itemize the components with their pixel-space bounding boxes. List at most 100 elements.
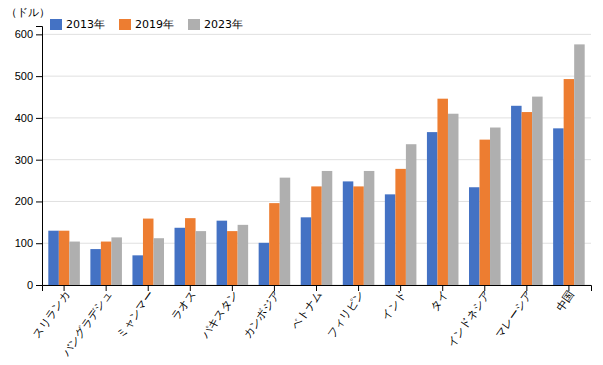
bar: [217, 221, 228, 285]
grid: [42, 34, 591, 285]
tick-label: 400: [15, 112, 33, 124]
grid-line: [42, 159, 591, 160]
bar: [343, 181, 354, 285]
tick: ラオス: [169, 285, 198, 322]
legend: 2013年 2019年 2023年: [50, 18, 243, 31]
tick-label: パキスタン: [198, 288, 240, 341]
tick: 400: [15, 112, 42, 124]
bar: [311, 186, 322, 285]
tick-label: ミャンマー: [114, 288, 155, 340]
tick: バングラデシュ: [59, 285, 114, 359]
tick-mark: [36, 76, 42, 77]
tick-label: ラオス: [169, 288, 198, 322]
tick-mark: [36, 201, 42, 202]
tick: マレーシア: [493, 285, 534, 340]
bars: [48, 44, 584, 285]
bar: [427, 132, 438, 285]
bar: [385, 194, 396, 285]
grid-line: [42, 34, 591, 35]
bar: [322, 171, 333, 285]
grid-line: [42, 117, 591, 118]
tick-label: マレーシア: [493, 288, 534, 340]
bar: [143, 219, 154, 285]
tick-label: スリランカ: [30, 288, 71, 340]
tick-mark: [36, 160, 42, 161]
tick: ミャンマー: [114, 285, 155, 340]
bar: [353, 186, 364, 285]
bar: [227, 231, 238, 285]
tick: スリランカ: [30, 285, 71, 340]
plot: 0 100 200 300 400 500 600 スリランカバングラデシュミャンマーラオスパ…: [15, 27, 592, 359]
tick: 600: [15, 28, 42, 40]
bar: [259, 243, 270, 285]
tick-mark: [36, 34, 42, 35]
tick: インド: [379, 285, 408, 322]
bar: [511, 106, 522, 285]
axis-line: [36, 27, 43, 286]
tick-label: ベトナム: [289, 288, 324, 331]
bar: [480, 140, 491, 285]
legend-swatch: [50, 19, 62, 30]
bar: [69, 242, 80, 285]
tick-label: 100: [15, 237, 33, 249]
bar: [553, 128, 564, 285]
tick: 0: [27, 279, 42, 291]
y-axis: 0 100 200 300 400 500 600: [15, 27, 43, 292]
legend-label: 2023年: [204, 18, 243, 31]
bar: [574, 44, 585, 285]
legend-label: 2019年: [135, 18, 174, 31]
tick-mark: [36, 118, 42, 119]
bar: [48, 231, 59, 285]
bar: [564, 79, 575, 285]
bar: [490, 128, 501, 285]
tick-label: 200: [15, 195, 33, 207]
tick: カンボジア: [240, 285, 281, 340]
bar: [90, 249, 101, 285]
bar: [185, 218, 196, 285]
legend-item: 2019年: [119, 18, 174, 31]
tick: インドネシア: [445, 285, 493, 349]
tick: タイ: [428, 285, 450, 313]
tick-label: カンボジア: [240, 288, 281, 340]
bar: [301, 217, 312, 285]
x-axis: スリランカバングラデシュミャンマーラオスパキスタンカンボジアベトナムフィリピンイ…: [30, 285, 591, 359]
bar: [111, 237, 122, 285]
bar: [364, 171, 375, 285]
legend-swatch: [188, 19, 200, 30]
tick-label: バングラデシュ: [59, 288, 114, 359]
axis-line: [43, 286, 592, 292]
legend-swatch: [119, 19, 131, 30]
tick-label: インド: [379, 288, 408, 322]
bar: [448, 114, 459, 285]
tick: 500: [15, 70, 42, 82]
tick: 200: [15, 195, 42, 207]
bar: [101, 242, 112, 285]
bar: [238, 225, 249, 285]
bar-series: [48, 106, 563, 285]
tick-label: タイ: [428, 288, 450, 313]
bar: [395, 169, 406, 285]
tick-label: 600: [15, 28, 33, 40]
tick: 100: [15, 237, 42, 249]
bar: [280, 178, 291, 285]
legend-item: 2013年: [50, 18, 105, 31]
legend-label: 2013年: [66, 18, 105, 31]
tick: ベトナム: [289, 285, 324, 331]
bar: [269, 203, 280, 285]
bar: [437, 99, 448, 285]
bar: [196, 231, 207, 285]
bar: [469, 187, 480, 285]
bar: [175, 228, 186, 285]
tick: 300: [15, 154, 42, 166]
tick-mark: [36, 243, 42, 244]
tick-label: 0: [27, 279, 33, 291]
bar: [153, 238, 164, 285]
tick-label: 中国: [554, 288, 576, 313]
tick: 中国: [554, 285, 576, 313]
grid-line: [42, 76, 591, 77]
tick: パキスタン: [198, 285, 240, 341]
tick-mark: [36, 285, 42, 286]
tick-label: 300: [15, 154, 33, 166]
bar: [522, 112, 533, 285]
tick-label: 500: [15, 70, 33, 82]
